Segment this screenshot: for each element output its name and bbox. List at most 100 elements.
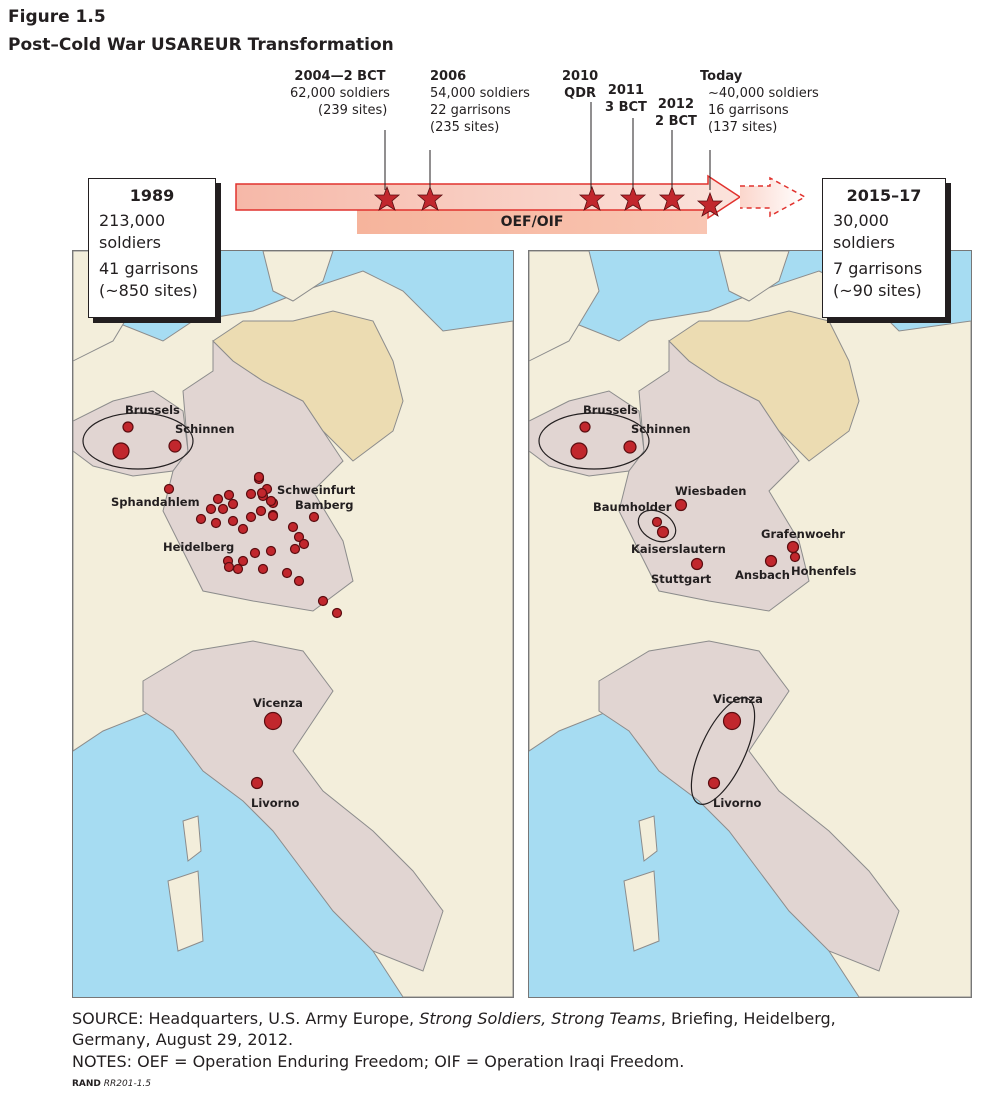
garrison-dot [281, 567, 293, 579]
garrison-dot [217, 503, 229, 515]
garrison-dot [651, 516, 663, 528]
city-label: Bamberg [295, 498, 353, 512]
garrison-dot [245, 488, 257, 500]
cluster-outline [82, 412, 194, 470]
timeline-arrow [235, 102, 807, 220]
stats-garrisons: 7 garrisons [833, 259, 923, 278]
city-label: Stuttgart [651, 572, 712, 586]
scandinavia [262, 251, 334, 302]
timeline-arrow-body [235, 174, 742, 220]
map-2015: Brussels Schinnen Wiesbaden Baumholder K… [528, 250, 972, 998]
stats-soldiers-unit: soldiers [833, 233, 895, 252]
source-note-line2: Germany, August 29, 2012. [72, 1030, 294, 1049]
star-2012-icon [658, 185, 686, 211]
garrison-dot [112, 442, 130, 460]
garrison-dot [265, 545, 277, 557]
garrison-dot [789, 551, 801, 563]
city-label: Vicenza [253, 696, 303, 710]
garrison-dot [237, 523, 249, 535]
britain [529, 251, 600, 362]
timeline-event-2011: 2011 3 BCT [605, 83, 647, 115]
garrison-dot [249, 547, 261, 559]
cluster-outline [538, 412, 650, 470]
star-2011-icon [619, 185, 647, 211]
garrison-dot [168, 439, 182, 453]
city-label: Schinnen [175, 422, 235, 436]
garrison-dot [786, 540, 800, 554]
city-labels: Brussels Schinnen Wiesbaden Baumholder K… [583, 403, 856, 810]
garrison-dot [267, 510, 279, 522]
city-label: Heidelberg [163, 540, 234, 554]
city-label: Baumholder [593, 500, 672, 514]
timeline-event-2010: 2010 QDR [562, 69, 599, 101]
timeline-event-today: Today ~40,000 soldiers 16 garrisons (137… [700, 69, 819, 135]
stats-soldiers-unit: soldiers [99, 233, 161, 252]
garrison-dot [205, 503, 217, 515]
garrison-dot [212, 493, 224, 505]
garrison-dot [722, 711, 742, 731]
star-2010-icon [578, 185, 606, 211]
cluster-outline [690, 697, 756, 805]
city-label: Grafenwoehr [761, 527, 845, 541]
timeline-arrow-future [740, 176, 807, 218]
garrison-dot [250, 776, 264, 790]
garrison-dot [256, 487, 268, 499]
garrison-dot [293, 531, 305, 543]
cluster-outline [637, 509, 677, 543]
stats-soldiers: 213,000 [99, 211, 166, 230]
oef-oif-band: OEF/OIF [357, 210, 707, 234]
timeline-event-2006: 2006 54,000 soldiers 22 garrisons (235 s… [430, 69, 530, 135]
garrison-dot [308, 511, 320, 523]
figure-title: Post–Cold War USAREUR Transformation [8, 35, 394, 55]
city-label: Hohenfels [791, 564, 856, 578]
city-labels: Brussels Schinnen Sphandahlem Schweinfur… [111, 403, 356, 810]
garrison-dot [623, 440, 637, 454]
garrison-dot [255, 505, 267, 517]
garrison-dot [227, 515, 239, 527]
garrison-dot [570, 442, 588, 460]
notes: NOTES: OEF = Operation Enduring Freedom;… [72, 1052, 685, 1071]
stats-year: 1989 [129, 186, 175, 205]
timeline-event-2012: 2012 2 BCT [655, 97, 697, 129]
garrison-dots [112, 421, 343, 790]
garrison-dot [227, 498, 239, 510]
stats-soldiers: 30,000 [833, 211, 889, 230]
garrison-dot [237, 555, 249, 567]
germany-east-region [668, 310, 860, 462]
garrison-dot [163, 483, 175, 495]
corsica [182, 815, 202, 862]
city-label: Ansbach [735, 568, 790, 582]
star-2006-icon [416, 185, 444, 211]
stats-garrisons: 41 garrisons [99, 259, 199, 278]
star-today-icon [696, 191, 724, 217]
garrison-dot [195, 513, 207, 525]
garrison-dot [263, 711, 283, 731]
garrison-dot [764, 554, 778, 568]
italy-region [598, 640, 900, 972]
rand-credit: RAND RR201-1.5 [72, 1079, 152, 1089]
stats-sites: (~850 sites) [99, 281, 198, 300]
garrison-dot [656, 525, 670, 539]
garrison-dot [122, 421, 134, 433]
city-label: Schinnen [631, 422, 691, 436]
scandinavia [718, 251, 790, 302]
italy-region [142, 640, 444, 972]
garrison-dots [570, 421, 801, 790]
figure-number: Figure 1.5 [8, 7, 106, 27]
garrison-dot [245, 511, 257, 523]
city-label: Sphandahlem [111, 495, 200, 509]
city-label: Livorno [251, 796, 300, 810]
stats-sites: (~90 sites) [833, 281, 922, 300]
garrison-dot [210, 517, 222, 529]
garrison-dot [289, 543, 301, 555]
city-label: Vicenza [713, 692, 763, 706]
garrison-dot [253, 471, 265, 483]
sardinia [167, 870, 204, 952]
garrison-dot [298, 538, 310, 550]
city-label: Kaiserslautern [631, 542, 726, 556]
stats-box-2015: 2015–17 30,000 soldiers 7 garrisons (~90… [822, 178, 946, 318]
garrison-dot [707, 776, 721, 790]
garrison-dot [579, 421, 591, 433]
map-1989: Brussels Schinnen Sphandahlem Schweinfur… [72, 250, 514, 998]
source-note: SOURCE: Headquarters, U.S. Army Europe, … [72, 1009, 836, 1028]
